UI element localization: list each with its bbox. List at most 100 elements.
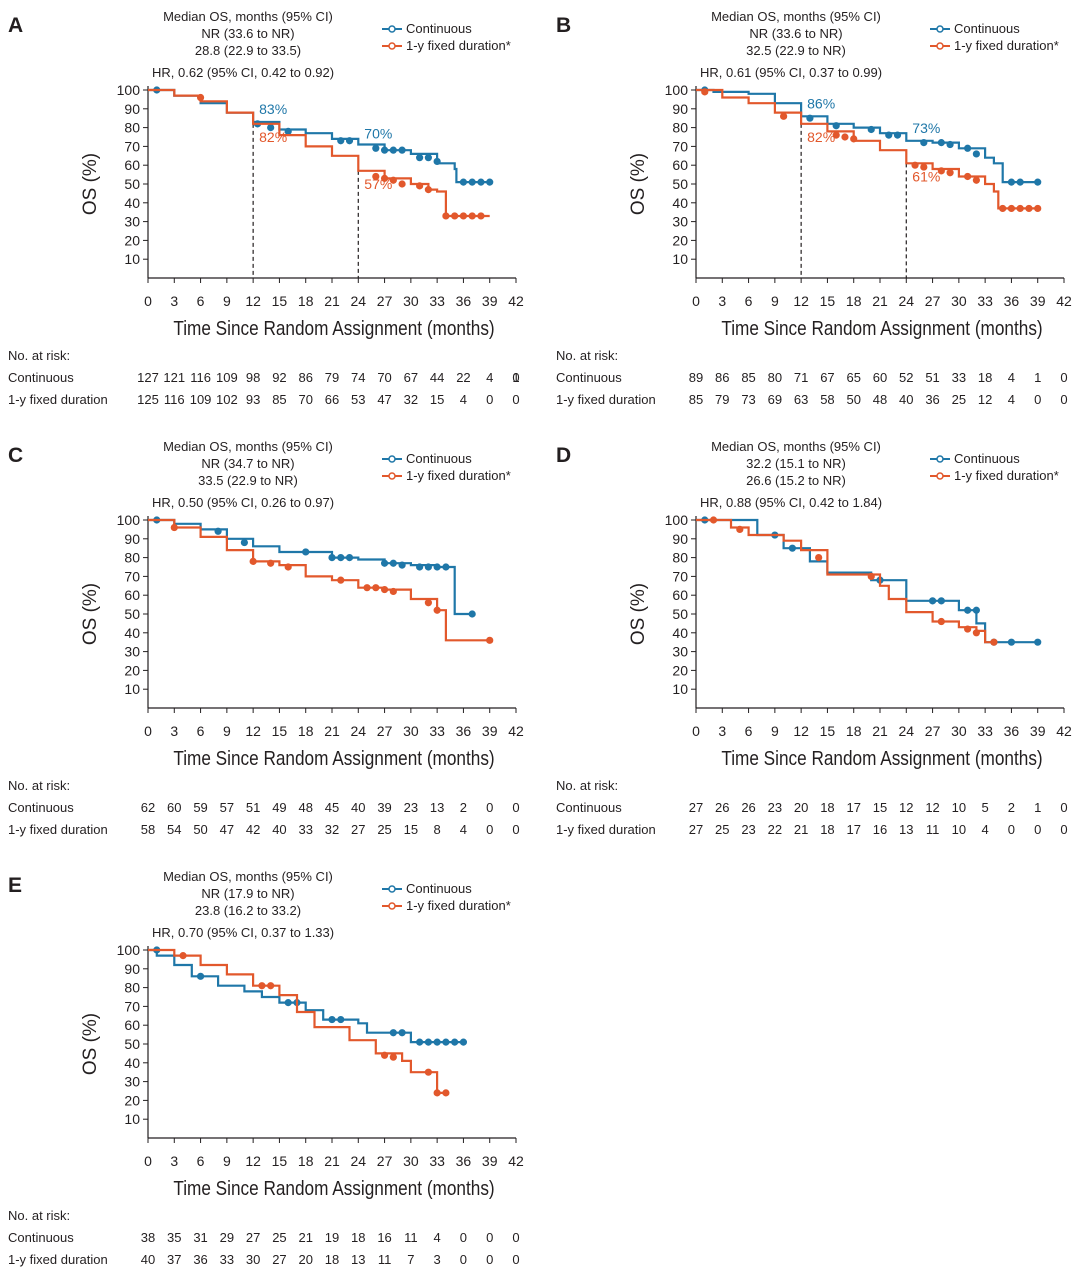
x-tick-label: 24 bbox=[898, 723, 914, 739]
median-continuous: NR (33.6 to NR) bbox=[201, 26, 294, 41]
y-tick-label: 10 bbox=[124, 681, 140, 697]
censor-mark-fixed bbox=[267, 559, 275, 567]
censor-mark-fixed bbox=[249, 557, 257, 565]
x-tick-label: 9 bbox=[771, 723, 779, 739]
curve-fixed bbox=[148, 518, 490, 642]
y-axis-title: OS (%) bbox=[80, 583, 101, 645]
x-axis-title: Time Since Random Assignment (months) bbox=[721, 747, 1042, 770]
risk-value: 51 bbox=[925, 370, 939, 385]
risk-value: 0 bbox=[1060, 822, 1067, 837]
censor-mark-continuous bbox=[442, 1038, 450, 1046]
censor-mark-continuous bbox=[964, 606, 972, 614]
risk-row-label: Continuous bbox=[8, 800, 74, 815]
risk-value: 15 bbox=[873, 800, 887, 815]
risk-value: 80 bbox=[768, 370, 782, 385]
y-tick-label: 30 bbox=[124, 644, 140, 660]
censor-mark-fixed bbox=[1025, 204, 1033, 213]
censor-mark-continuous bbox=[937, 597, 945, 605]
risk-value: 92 bbox=[272, 370, 286, 385]
risk-value: 98 bbox=[246, 370, 260, 385]
risk-value: 109 bbox=[190, 392, 212, 407]
median-continuous: NR (34.7 to NR) bbox=[201, 456, 294, 471]
risk-value: 27 bbox=[272, 1252, 286, 1267]
censor-mark-continuous bbox=[459, 1038, 468, 1046]
risk-value: 40 bbox=[141, 1252, 155, 1267]
x-tick-label: 39 bbox=[482, 723, 498, 739]
censor-mark-continuous bbox=[468, 610, 476, 618]
legend-item-fixed: 1-y fixed duration* bbox=[930, 468, 1059, 483]
risk-value: 3 bbox=[434, 1252, 441, 1267]
risk-value: 121 bbox=[163, 370, 185, 385]
censor-mark-fixed bbox=[267, 982, 275, 990]
x-tick-label: 0 bbox=[144, 293, 152, 309]
risk-value: 4 bbox=[982, 822, 989, 837]
risk-value: 4 bbox=[434, 1230, 441, 1245]
y-tick-label: 90 bbox=[124, 961, 140, 977]
risk-value: 1 bbox=[512, 370, 519, 385]
y-tick-label: 40 bbox=[124, 1055, 140, 1071]
censor-mark-continuous bbox=[398, 561, 406, 569]
panel-letter: D bbox=[556, 444, 571, 467]
x-tick-label: 0 bbox=[144, 723, 152, 739]
censor-mark-continuous bbox=[972, 150, 980, 158]
y-tick-label: 10 bbox=[124, 1111, 140, 1127]
risk-value: 85 bbox=[689, 392, 703, 407]
legend-item-continuous: Continuous bbox=[382, 21, 472, 36]
risk-value: 93 bbox=[246, 392, 260, 407]
legend-item-fixed: 1-y fixed duration* bbox=[382, 38, 511, 53]
risk-value: 4 bbox=[1008, 370, 1015, 385]
censor-mark-continuous bbox=[486, 178, 494, 186]
x-tick-label: 0 bbox=[692, 723, 700, 739]
risk-value: 0 bbox=[1034, 392, 1041, 407]
risk-value: 4 bbox=[1008, 392, 1015, 407]
risk-row-label: Continuous bbox=[556, 800, 622, 815]
annotation-continuous-24mo: 73% bbox=[912, 120, 940, 136]
censor-mark-continuous bbox=[1016, 178, 1024, 186]
y-tick-label: 20 bbox=[124, 662, 140, 678]
y-tick-label: 100 bbox=[665, 82, 689, 98]
censor-mark-continuous bbox=[389, 146, 397, 154]
censor-mark-fixed bbox=[911, 161, 919, 169]
risk-value: 52 bbox=[899, 370, 913, 385]
risk-value: 69 bbox=[768, 392, 782, 407]
risk-value: 0 bbox=[1034, 822, 1041, 837]
x-tick-label: 27 bbox=[925, 723, 941, 739]
legend-marker bbox=[388, 455, 396, 463]
x-tick-label: 24 bbox=[350, 293, 366, 309]
risk-value: 40 bbox=[272, 822, 286, 837]
censor-mark-continuous bbox=[937, 139, 945, 147]
censor-mark-fixed bbox=[424, 1068, 432, 1076]
risk-value: 2 bbox=[460, 800, 467, 815]
risk-value: 44 bbox=[430, 370, 444, 385]
censor-mark-continuous bbox=[832, 122, 840, 130]
legend-marker bbox=[936, 25, 944, 33]
risk-value: 22 bbox=[456, 370, 470, 385]
y-tick-label: 50 bbox=[124, 1036, 140, 1052]
censor-mark-continuous bbox=[451, 1038, 459, 1046]
risk-value: 40 bbox=[351, 800, 365, 815]
y-tick-label: 60 bbox=[124, 1017, 140, 1033]
censor-mark-continuous bbox=[328, 554, 336, 562]
risk-value: 116 bbox=[190, 370, 211, 385]
risk-value: 17 bbox=[846, 822, 860, 837]
censor-mark-fixed bbox=[433, 1089, 441, 1097]
y-tick-label: 30 bbox=[672, 214, 688, 230]
censor-mark-fixed bbox=[709, 516, 718, 524]
risk-value: 10 bbox=[952, 822, 966, 837]
censor-mark-fixed bbox=[258, 982, 266, 990]
risk-value: 40 bbox=[899, 392, 913, 407]
risk-value: 50 bbox=[846, 392, 860, 407]
risk-value: 79 bbox=[715, 392, 729, 407]
curve-continuous bbox=[148, 88, 490, 184]
y-tick-label: 70 bbox=[672, 568, 688, 584]
curve-continuous bbox=[696, 88, 1038, 184]
risk-value: 58 bbox=[820, 392, 834, 407]
censor-mark-fixed bbox=[486, 636, 494, 644]
y-tick-label: 70 bbox=[124, 568, 140, 584]
risk-value: 67 bbox=[404, 370, 418, 385]
risk-value: 20 bbox=[794, 800, 808, 815]
x-tick-label: 3 bbox=[170, 293, 178, 309]
panel-letter: B bbox=[556, 14, 571, 37]
risk-value: 11 bbox=[926, 822, 940, 837]
risk-value: 27 bbox=[689, 822, 703, 837]
